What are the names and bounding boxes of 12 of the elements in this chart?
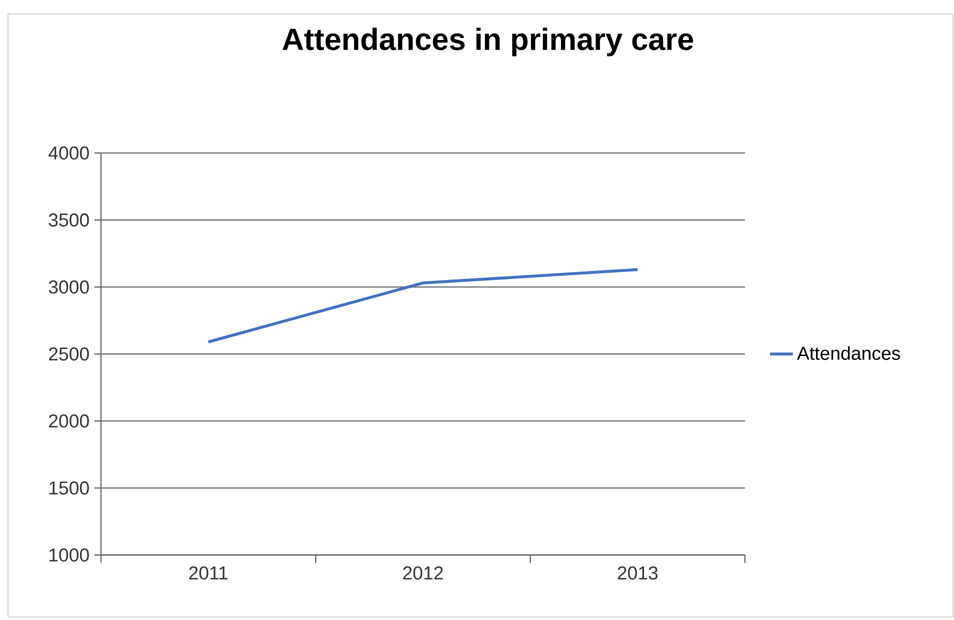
- y-tick-label: 4000: [48, 146, 89, 160]
- x-tick-label: 2012: [403, 566, 443, 580]
- legend-label: Attendances: [796, 346, 900, 360]
- x-tick-label: 2013: [618, 566, 658, 580]
- y-tick-label: 3500: [48, 213, 89, 227]
- y-tick-label: 1500: [50, 481, 89, 495]
- x-tick-label: 2011: [189, 566, 228, 580]
- y-tick-label: 2500: [49, 347, 89, 361]
- y-tick-label: 1000: [50, 548, 89, 562]
- y-tick-label: 2000: [49, 414, 89, 428]
- y-tick-label: 3000: [48, 280, 89, 294]
- chart-title: Attendances in primary care: [282, 28, 694, 56]
